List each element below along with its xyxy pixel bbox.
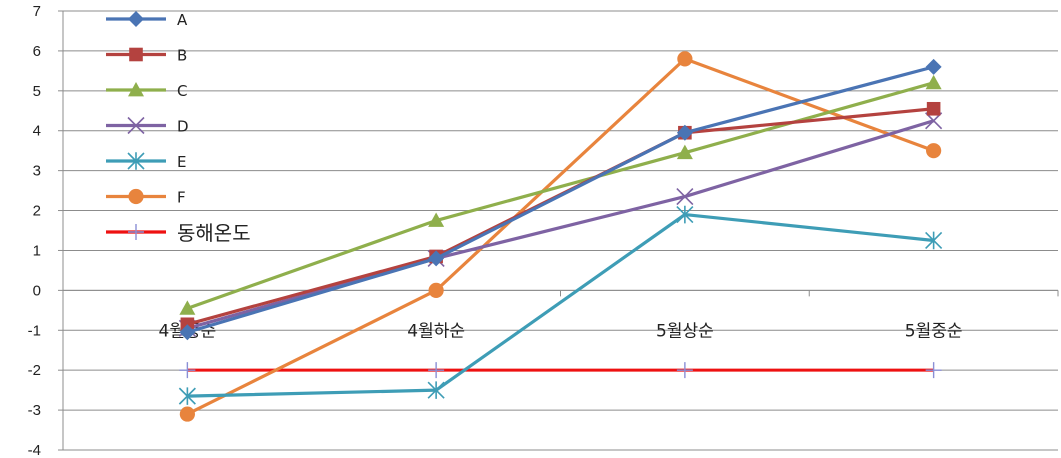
- legend-label: D: [177, 118, 189, 136]
- y-tick-label: -4: [28, 442, 41, 458]
- data-point: [427, 381, 445, 399]
- data-point: [179, 300, 196, 315]
- legend-item-F: F: [106, 189, 186, 207]
- legend-label: 동해온도: [177, 221, 251, 245]
- y-tick-label: 7: [33, 3, 41, 20]
- legend-label: A: [177, 11, 188, 29]
- y-tick-label: -1: [28, 322, 41, 339]
- legend-item-B: B: [106, 47, 187, 65]
- legend-label: B: [177, 47, 187, 65]
- series-F: [179, 51, 942, 422]
- y-tick-label: 2: [33, 203, 41, 220]
- data-point: [676, 362, 693, 379]
- data-point: [128, 82, 144, 97]
- data-point: [179, 324, 196, 341]
- y-tick-label: 5: [33, 83, 41, 100]
- data-point: [925, 231, 943, 250]
- data-point: [926, 143, 942, 159]
- y-tick-label: 6: [33, 43, 41, 60]
- y-tick-label: 3: [33, 163, 41, 180]
- x-category-label: 5월상순: [656, 321, 714, 341]
- data-point: [925, 362, 942, 379]
- data-point: [428, 250, 445, 267]
- y-tick-label: 1: [33, 242, 41, 259]
- data-point: [676, 205, 694, 224]
- legend-label: E: [177, 153, 186, 171]
- data-point: [428, 362, 445, 379]
- data-point: [128, 11, 144, 27]
- legend-item-A: A: [106, 11, 188, 29]
- series-동해온도: [179, 362, 942, 379]
- series-C: [179, 74, 942, 315]
- series-line: [186, 65, 935, 334]
- x-category-label: 4월하순: [407, 321, 465, 341]
- legend-item-D: D: [106, 116, 189, 136]
- series-line: [186, 81, 935, 310]
- data-point: [677, 51, 693, 67]
- y-tick-label: 4: [33, 123, 41, 140]
- series-line: [187, 212, 934, 398]
- series-A: [179, 58, 942, 341]
- data-point: [676, 124, 693, 141]
- series-line: [186, 119, 935, 330]
- data-point: [128, 224, 144, 240]
- data-point: [925, 58, 942, 75]
- series-lines: [178, 51, 943, 422]
- series-E: [178, 205, 943, 405]
- y-tick-label: 0: [33, 282, 41, 299]
- series-line: [186, 57, 935, 416]
- data-point: [926, 101, 941, 116]
- data-point: [676, 188, 694, 206]
- legend-label: C: [177, 82, 187, 100]
- data-point: [128, 188, 144, 205]
- data-point: [925, 74, 942, 90]
- legend-item-C: C: [106, 82, 187, 100]
- legend-label: F: [177, 189, 186, 207]
- y-tick-label: -3: [28, 402, 41, 419]
- data-point: [676, 144, 693, 160]
- data-point: [179, 406, 195, 422]
- data-point: [129, 47, 143, 62]
- data-point: [179, 362, 196, 379]
- data-point: [428, 282, 444, 298]
- x-category-label: 5월중순: [905, 321, 963, 341]
- data-point: [178, 387, 196, 405]
- data-point: [127, 152, 145, 170]
- data-point: [127, 116, 145, 135]
- legend-item-E: E: [106, 152, 186, 171]
- legend-item-동해온도: 동해온도: [106, 221, 251, 245]
- data-point: [428, 212, 445, 227]
- y-tick-label: -2: [28, 362, 41, 379]
